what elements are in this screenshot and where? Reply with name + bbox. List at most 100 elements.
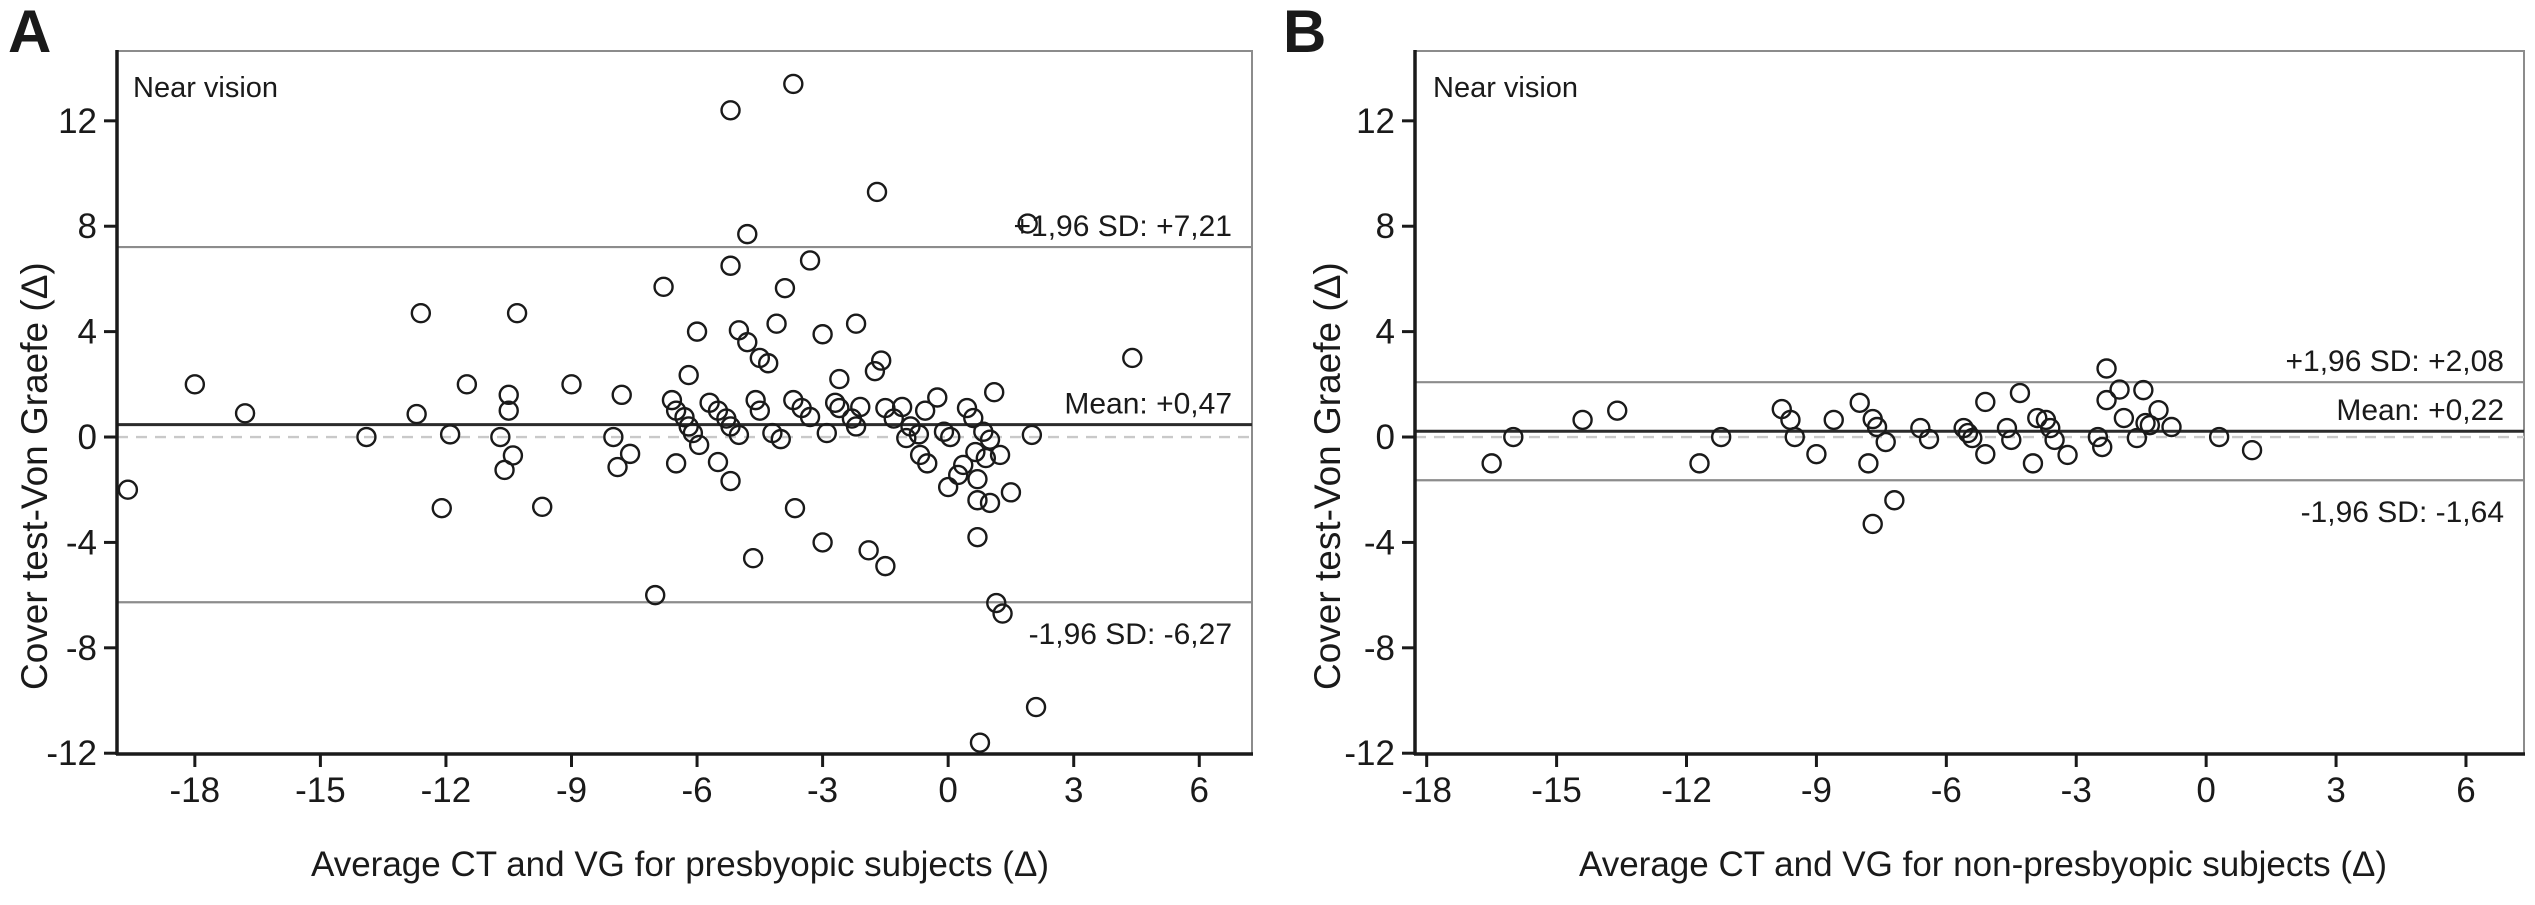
y-tick-label: 8 (78, 207, 97, 246)
plot-annotation-a: Near vision (133, 72, 279, 104)
data-point (870, 350, 892, 371)
x-tick-label: -9 (1801, 771, 1832, 810)
x-tick-label: 3 (2326, 771, 2345, 810)
data-point (983, 382, 1005, 403)
data-point (766, 313, 787, 334)
data-point (812, 324, 833, 345)
reference-line-label: -1,96 SD: -6,27 (1029, 618, 1232, 651)
data-point (1962, 427, 1983, 449)
data-point (845, 313, 867, 334)
scatter-plot-b: +1,96 SD: +2,08 Mean: +0,22 -1,96 SD: -1,6… (1344, 50, 2525, 810)
data-point (850, 396, 871, 418)
data-point (688, 434, 710, 456)
data-point (410, 302, 432, 324)
data-point (963, 407, 984, 429)
data-point (967, 526, 988, 548)
data-point (2126, 427, 2148, 449)
data-point (184, 374, 206, 395)
y-tick-label: -4 (1364, 523, 1395, 562)
y-tick-label: 4 (78, 313, 97, 352)
data-point (816, 422, 837, 444)
y-tick-label: -8 (66, 629, 97, 668)
data-point (720, 470, 741, 492)
data-point (896, 427, 917, 449)
data-point (967, 490, 988, 511)
x-tick-label: -18 (1401, 771, 1452, 810)
data-point (774, 277, 796, 299)
y-tick-label: -12 (1344, 734, 1395, 773)
data-point (979, 429, 1001, 450)
data-point (674, 407, 695, 428)
x-tick-label: 6 (1190, 771, 1209, 810)
data-point (607, 456, 628, 478)
data-point (653, 276, 674, 298)
data-point (824, 392, 846, 413)
data-point (866, 181, 888, 203)
data-point (2087, 426, 2109, 448)
data-point (2057, 444, 2078, 466)
data-point (431, 497, 452, 519)
y-tick-label: 12 (58, 102, 97, 141)
data-point (1975, 391, 1996, 413)
y-tick-label: -4 (66, 523, 97, 562)
data-point (829, 397, 850, 419)
data-point (603, 426, 624, 448)
data-point (953, 454, 974, 476)
data-point (720, 255, 741, 276)
data-point (1884, 490, 1905, 511)
data-point (117, 479, 139, 500)
y-tick-label: 8 (1376, 207, 1395, 246)
y-tick-label: -12 (46, 734, 97, 773)
data-point (532, 496, 553, 518)
data-point (439, 424, 461, 445)
data-point (992, 603, 1013, 624)
data-point (875, 555, 896, 577)
data-point (1025, 696, 1047, 718)
data-point (2109, 379, 2130, 400)
data-point (799, 406, 821, 428)
x-tick-label: -15 (295, 771, 346, 810)
data-point (619, 443, 641, 465)
data-point (661, 389, 683, 411)
data-point (799, 250, 821, 271)
reference-line-label: +1,96 SD: +2,08 (2286, 345, 2505, 378)
panel-letter-a: A (8, 0, 52, 65)
data-point (956, 397, 978, 419)
data-point (933, 421, 955, 442)
data-point (1858, 453, 1879, 474)
data-point (783, 73, 804, 95)
data-point (2113, 407, 2135, 429)
data-point (1806, 443, 1827, 465)
data-point (645, 584, 666, 606)
data-point (678, 364, 699, 386)
y-tick-label: -8 (1364, 629, 1395, 668)
data-point (1862, 513, 1883, 535)
data-point (829, 368, 850, 390)
x-axis-title-b: Average CT and VG for non-presbyopic sub… (1578, 845, 2388, 884)
data-point (967, 468, 988, 490)
data-point (845, 416, 867, 437)
x-tick-label: -12 (1661, 771, 1712, 810)
data-point (1000, 482, 1022, 503)
data-point (969, 732, 991, 753)
data-point (948, 464, 969, 486)
x-tick-label: -6 (681, 771, 712, 810)
x-tick-label: -3 (2061, 771, 2092, 810)
data-point (1572, 409, 1593, 431)
x-tick-label: 0 (938, 771, 957, 810)
data-point (498, 400, 519, 421)
data-point (456, 374, 478, 395)
reference-line-label: +1,96 SD: +7,21 (1014, 210, 1233, 243)
data-point (2208, 426, 2230, 448)
data-point (1710, 426, 1732, 448)
x-tick-label: 3 (1064, 771, 1083, 810)
data-point (561, 374, 582, 395)
x-tick-label: -12 (421, 771, 472, 810)
data-point (927, 387, 948, 408)
data-point (784, 497, 806, 519)
data-point (1957, 422, 1979, 444)
x-axis-title-a: Average CT and VG for presbyopic subject… (311, 845, 1049, 884)
data-point (737, 223, 758, 245)
reference-line-label: Mean: +0,47 (1064, 388, 1232, 421)
